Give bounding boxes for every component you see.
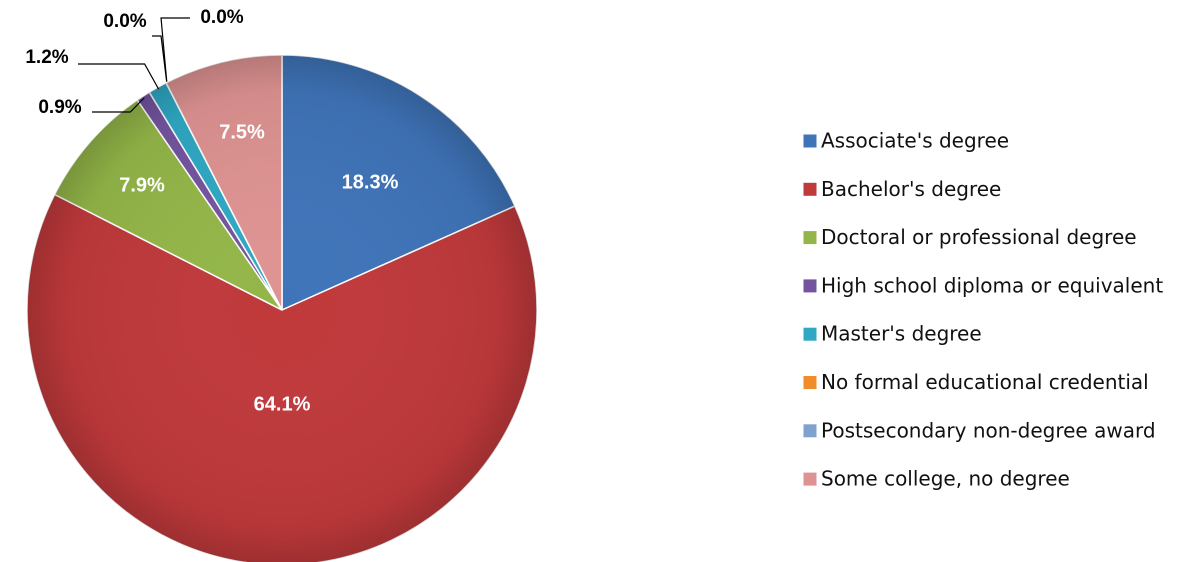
data-label: 7.9% (119, 174, 165, 196)
legend-swatch (802, 133, 818, 149)
legend-label: Associate's degree (821, 129, 1009, 153)
data-label: 0.0% (103, 11, 146, 32)
legend-swatch (802, 278, 818, 294)
legend-label: No formal educational credential (821, 370, 1149, 394)
data-label: 64.1% (254, 393, 311, 415)
leader-line (78, 63, 160, 90)
data-label: 0.0% (200, 7, 243, 28)
legend-label: Master's degree (821, 322, 982, 346)
legend-label: High school diploma or equivalent (821, 273, 1163, 297)
legend-swatch (802, 471, 818, 487)
legend-label: Postsecondary non-degree award (821, 418, 1156, 442)
legend-label: Some college, no degree (821, 467, 1070, 491)
legend-swatch (802, 181, 818, 197)
legend-label: Doctoral or professional degree (821, 225, 1137, 249)
data-label: 18.3% (342, 171, 399, 193)
legend-swatch (802, 326, 818, 342)
legend-swatch (802, 230, 818, 246)
data-label: 0.9% (38, 97, 81, 118)
legend-swatch (802, 423, 818, 439)
legend-swatch (802, 375, 818, 390)
data-label: 7.5% (219, 121, 265, 143)
legend-label: Bachelor's degree (821, 177, 1001, 201)
data-label: 1.2% (25, 47, 68, 68)
